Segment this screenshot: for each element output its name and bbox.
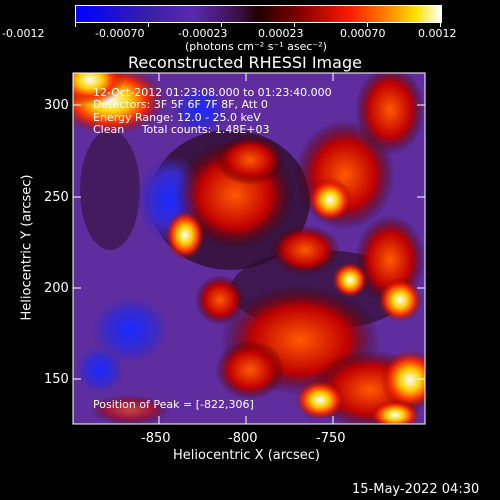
y-axis-title: Heliocentric Y (arcsec) (19, 174, 35, 321)
clean-counts-label: Clean Total counts: 1.48E+03 (93, 123, 270, 136)
y-tick-150: 150 (44, 372, 69, 387)
colorbar-tick-5: 0.0012 (418, 27, 457, 40)
colorbar-tick-marks (75, 22, 442, 28)
y-tick-200: 200 (44, 281, 69, 296)
colorbar-tick-1: -0.00070 (95, 27, 145, 40)
colorbar-tick-0: -0.0012 (2, 27, 45, 40)
colorbar-tick-2: -0.00023 (178, 27, 228, 40)
detectors-label: Detectors: 3F 5F 6F 7F 8F, Att 0 (93, 98, 268, 111)
x-tick-750: -750 (316, 431, 346, 446)
colorbar-units-label: (photons cm⁻² s⁻¹ asec⁻²) (185, 40, 327, 53)
colorbar (75, 5, 442, 23)
x-axis-title: Heliocentric X (arcsec) (173, 448, 320, 463)
y-tick-250: 250 (44, 190, 69, 205)
x-tick-800: -800 (228, 431, 258, 446)
time-range-label: 12-Oct-2012 01:23:08.000 to 01:23:40.000 (93, 86, 332, 99)
colorbar-tick-3: 0.00023 (258, 27, 304, 40)
peak-position-label: Position of Peak = [-822,306] (93, 398, 254, 411)
plot-title: Reconstructed RHESSI Image (128, 53, 362, 72)
x-tick-850: -850 (141, 431, 171, 446)
energy-range-label: Energy Range: 12.0 - 25.0 keV (93, 111, 261, 124)
y-tick-300: 300 (44, 98, 69, 113)
footer-timestamp: 15-May-2022 04:30 (352, 482, 480, 497)
colorbar-tick-4: 0.00070 (340, 27, 386, 40)
